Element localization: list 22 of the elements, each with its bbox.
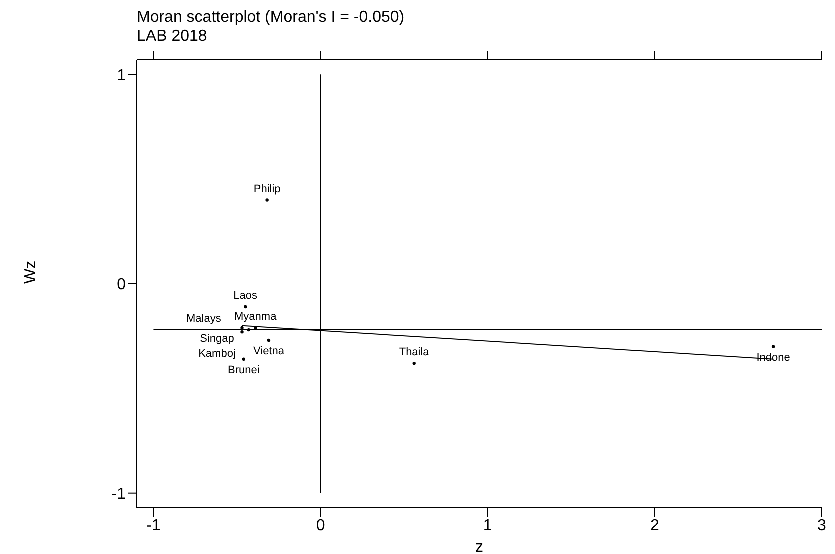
x-axis-title: z [476, 539, 484, 554]
x-tick-label: 0 [316, 517, 326, 534]
y-tick-label: 1 [117, 67, 126, 84]
y-tick-label: 0 [117, 276, 126, 294]
annotation: Malays [186, 313, 222, 326]
x-tick-label: 3 [818, 517, 827, 534]
annotation: Thaila [399, 346, 430, 359]
chart-subtitle: LAB 2018 [137, 27, 208, 46]
x-tick-label: 1 [483, 517, 492, 534]
chart-title: Moran scatterplot (Moran's I = -0.050) [137, 8, 405, 27]
annotation: Kamboj [198, 348, 236, 360]
annotation: Myanma [234, 310, 278, 323]
x-tick-label: -1 [146, 517, 161, 534]
annotation: Indone [756, 352, 790, 364]
x-tick-label: 2 [650, 517, 660, 534]
annotation: Vietna [253, 346, 286, 358]
y-tick-label: -1 [112, 486, 126, 504]
annotation: Brunei [228, 364, 260, 376]
annotation: Laos [234, 290, 258, 302]
y-axis-title: Wz [22, 260, 40, 284]
annotation: Singap [200, 332, 234, 345]
annotation: Philip [254, 183, 281, 196]
